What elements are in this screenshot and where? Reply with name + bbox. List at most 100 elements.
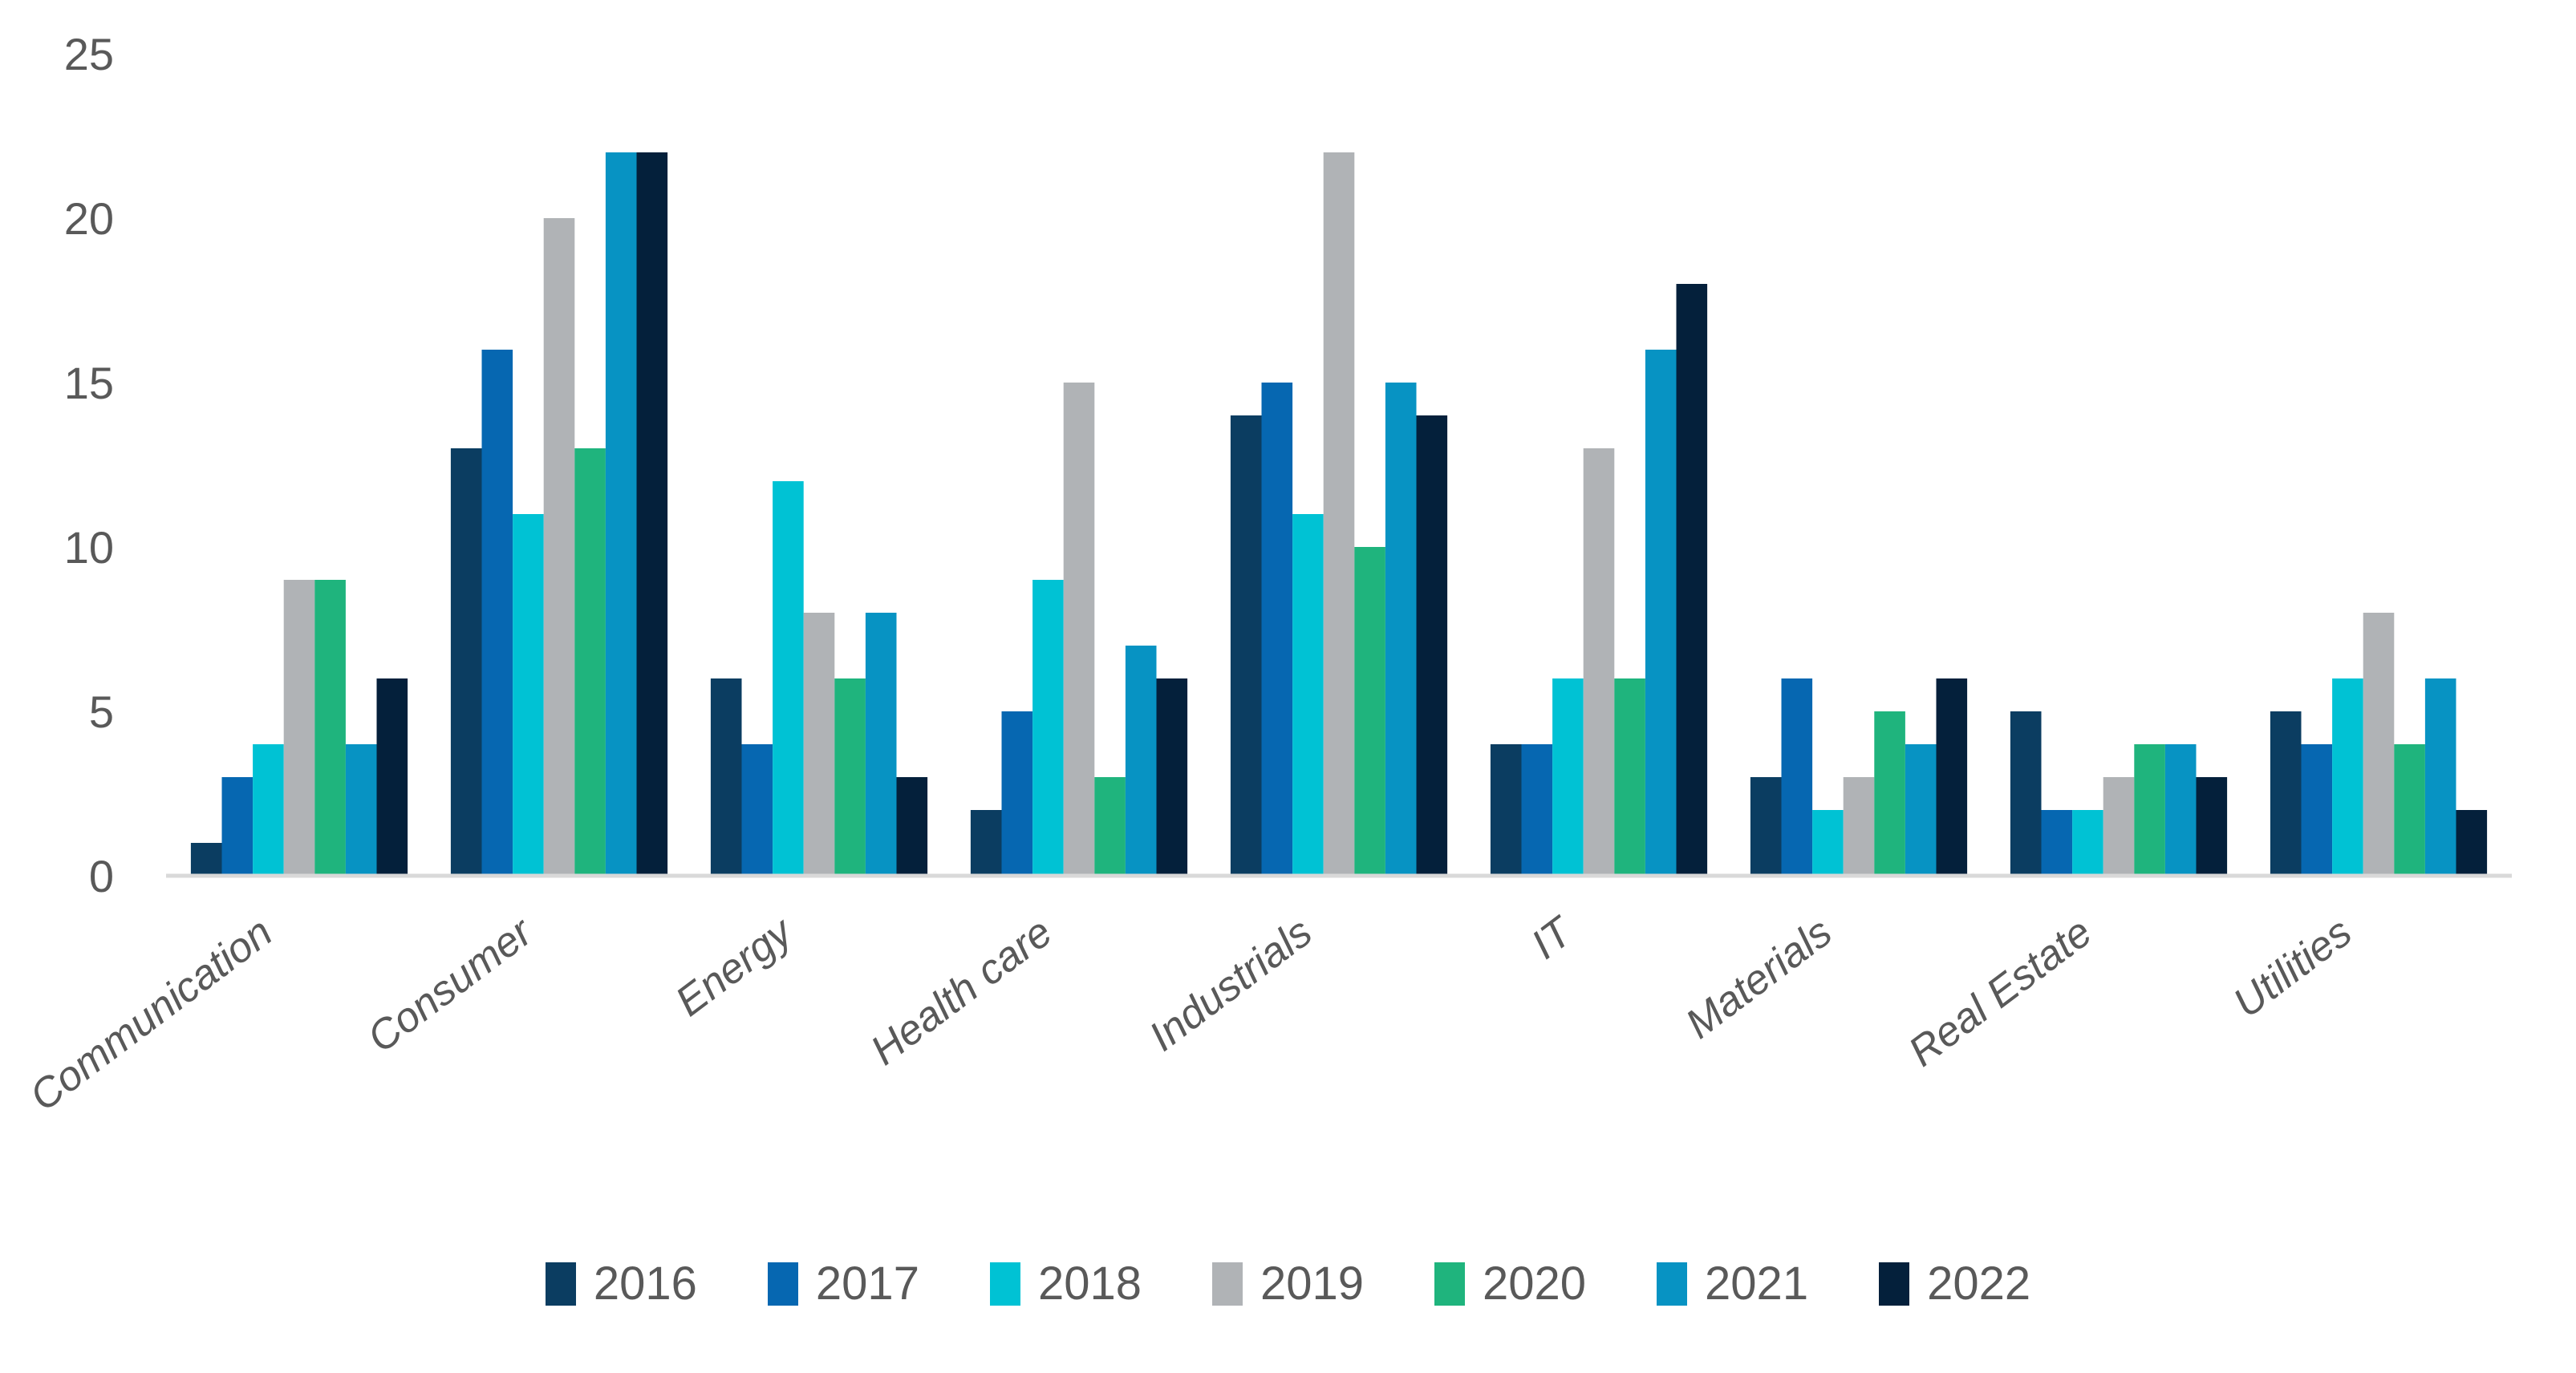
- y-axis-tick-label: 0: [89, 851, 114, 901]
- bar-2017-industrials: [1261, 383, 1293, 876]
- y-axis-tick-label: 15: [64, 358, 114, 408]
- bar-2022-health-care: [1156, 678, 1188, 876]
- y-axis-tick-label: 20: [64, 193, 114, 244]
- bar-2018-industrials: [1292, 514, 1324, 876]
- bar-2021-real-estate: [2164, 744, 2197, 876]
- bar-2020-consumer: [574, 448, 606, 876]
- bar-2019-materials: [1843, 777, 1875, 876]
- bar-2017-consumer: [481, 350, 513, 876]
- bar-2019-utilities: [2363, 613, 2395, 876]
- x-axis-category-label: Utilities: [2225, 909, 2360, 1027]
- bar-2021-it: [1645, 350, 1677, 876]
- bar-2020-real-estate: [2134, 744, 2165, 876]
- legend-item-2017: 2017: [767, 1258, 919, 1310]
- bar-2017-utilities: [2301, 744, 2333, 876]
- legend-swatch-2022: [1879, 1262, 1910, 1306]
- bar-2017-communication: [221, 777, 254, 876]
- legend-swatch-2018: [989, 1262, 1020, 1306]
- bar-2018-it: [1552, 678, 1584, 876]
- bar-2016-consumer: [450, 448, 482, 876]
- bar-2020-industrials: [1354, 547, 1385, 876]
- bar-2018-utilities: [2332, 678, 2363, 876]
- x-axis-category-label: Consumer: [359, 908, 543, 1062]
- bar-2021-energy: [865, 613, 897, 876]
- bar-2016-real-estate: [2010, 711, 2042, 876]
- bar-2017-energy: [741, 744, 773, 876]
- bar-2019-communication: [283, 580, 315, 876]
- bar-2022-industrials: [1416, 415, 1448, 876]
- bar-2016-energy: [710, 678, 742, 876]
- legend-swatch-2020: [1434, 1262, 1466, 1306]
- chart-legend: 2016 2017 2018 2019 2020 2021 2022: [0, 1261, 2576, 1307]
- bar-2016-industrials: [1230, 415, 1262, 876]
- bar-2016-health-care: [970, 810, 1002, 876]
- legend-label-2019: 2019: [1260, 1258, 1365, 1310]
- bar-2018-health-care: [1032, 580, 1064, 876]
- bar-2022-it: [1676, 284, 1708, 876]
- bar-2022-consumer: [636, 152, 668, 876]
- bar-2020-communication: [314, 580, 346, 876]
- bar-2022-materials: [1936, 678, 1968, 876]
- bar-2018-consumer: [513, 514, 544, 876]
- bar-2019-consumer: [543, 218, 575, 876]
- legend-item-2020: 2020: [1434, 1261, 1586, 1307]
- x-axis-category-label: Real Estate: [1901, 909, 2101, 1075]
- bar-2020-utilities: [2394, 744, 2425, 876]
- legend-label-2021: 2021: [1705, 1258, 1809, 1310]
- bar-2021-communication: [345, 744, 377, 876]
- bar-2019-it: [1583, 448, 1615, 876]
- bar-2021-utilities: [2424, 678, 2456, 876]
- bar-2017-it: [1521, 744, 1553, 876]
- bar-2022-real-estate: [2196, 777, 2228, 876]
- legend-item-2016: 2016: [545, 1258, 697, 1310]
- bar-2021-health-care: [1125, 646, 1157, 876]
- bar-2018-communication: [253, 744, 284, 876]
- bar-2021-industrials: [1385, 383, 1417, 876]
- bar-2018-real-estate: [2072, 810, 2103, 876]
- bar-2022-communication: [376, 678, 408, 876]
- legend-label-2022: 2022: [1927, 1258, 2031, 1310]
- x-axis-category-label: Energy: [667, 907, 803, 1025]
- legend-label-2016: 2016: [593, 1258, 697, 1310]
- legend-swatch-2019: [1211, 1262, 1243, 1306]
- bar-2019-health-care: [1063, 383, 1095, 876]
- bar-2017-real-estate: [2041, 810, 2073, 876]
- bar-2019-real-estate: [2103, 777, 2135, 876]
- bar-2022-utilities: [2456, 810, 2488, 876]
- legend-item-2021: 2021: [1657, 1261, 1808, 1307]
- bar-2018-energy: [773, 481, 804, 876]
- bar-2017-materials: [1781, 678, 1813, 876]
- legend-swatch-2016: [545, 1262, 576, 1306]
- legend-item-2022: 2022: [1879, 1261, 2030, 1307]
- x-axis-category-label: Industrials: [1141, 909, 1320, 1060]
- bar-2020-it: [1614, 678, 1645, 876]
- legend-label-2018: 2018: [1037, 1258, 1142, 1310]
- bar-2016-communication: [190, 843, 222, 876]
- bar-2020-health-care: [1094, 777, 1126, 876]
- legend-label-2020: 2020: [1483, 1258, 1587, 1310]
- y-axis-tick-label: 25: [64, 29, 114, 79]
- bar-2016-it: [1490, 744, 1522, 876]
- bar-2022-energy: [896, 777, 928, 876]
- bar-2021-consumer: [605, 152, 637, 876]
- bar-2017-health-care: [1001, 711, 1033, 876]
- legend-swatch-2021: [1657, 1262, 1688, 1306]
- y-axis-tick-label: 10: [64, 522, 114, 573]
- legend-item-2018: 2018: [989, 1258, 1142, 1310]
- bar-2020-materials: [1874, 711, 1905, 876]
- legend-label-2017: 2017: [815, 1258, 919, 1310]
- y-axis-tick-label: 5: [89, 686, 114, 737]
- bar-2018-materials: [1812, 810, 1844, 876]
- bar-2019-energy: [803, 613, 835, 876]
- bar-2016-utilities: [2270, 711, 2302, 876]
- x-axis-category-label: Health care: [862, 909, 1061, 1074]
- bar-2021-materials: [1905, 744, 1937, 876]
- bar-2016-materials: [1750, 777, 1782, 876]
- legend-swatch-2017: [767, 1262, 798, 1306]
- x-axis-category-label: Communication: [22, 909, 281, 1120]
- bar-2020-energy: [834, 678, 866, 876]
- legend-item-2019: 2019: [1211, 1258, 1365, 1310]
- bar-2019-industrials: [1323, 152, 1355, 876]
